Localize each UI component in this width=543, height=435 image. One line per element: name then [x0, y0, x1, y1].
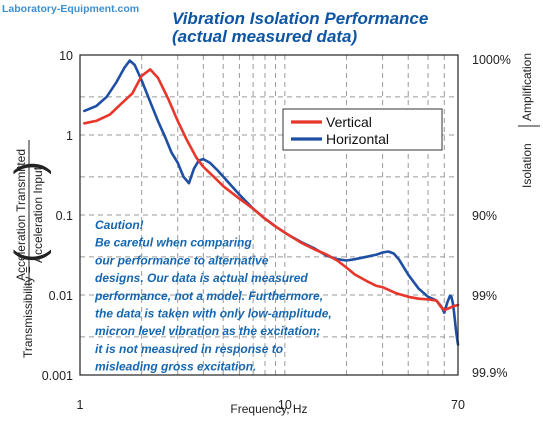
grid: [80, 55, 458, 375]
caution-note: Caution! Be careful when comparing our per…: [94, 218, 332, 374]
y-tick-label: 10: [59, 49, 73, 63]
y-axis-label-bracket-open: (: [8, 249, 52, 263]
caution-line: it is not measured in response to: [95, 342, 283, 356]
y-axis-label-denominator: Acceleration Input: [31, 166, 45, 263]
right-tick-label: 99%: [472, 289, 497, 303]
caution-line: Be careful when comparing: [95, 236, 252, 250]
y-tick-label: 0.001: [42, 369, 73, 383]
legend: Vertical Horizontal: [282, 108, 443, 151]
y-axis-label-prefix: Transmissibility =: [21, 266, 35, 358]
right-label-amplification: Amplification: [520, 53, 534, 121]
right-tick-label: 1000%: [472, 53, 511, 67]
y-tick-label: 0.1: [56, 209, 73, 223]
caution-line: Caution!: [95, 218, 144, 232]
brand-logo: Laboratory-Equipment.com: [2, 3, 139, 15]
right-axis-ticks: 1000% 90% 99% 99.9%: [472, 53, 511, 380]
right-tick-label: 90%: [472, 209, 497, 223]
caution-line: misleading gross excitation.: [95, 360, 256, 374]
caution-line: micron level vibration as the excitation…: [95, 324, 320, 338]
series-lines: [83, 59, 460, 346]
chart-title: Vibration Isolation Performance: [172, 9, 428, 28]
legend-box: [282, 108, 443, 151]
right-label-isolation: Isolation: [520, 143, 534, 188]
chart-subtitle: (actual measured data): [172, 27, 358, 46]
plot-frame: [79, 54, 459, 376]
y-axis-label-bracket-close: ): [8, 161, 52, 174]
right-axis-label: Isolation Amplification: [518, 53, 540, 188]
legend-label-horizontal: Horizontal: [326, 131, 389, 147]
x-axis-label: Frequency, Hz: [230, 402, 307, 416]
caution-line: our performance to alternative: [95, 253, 269, 267]
caution-line: the data is taken with only low-amplitud…: [95, 307, 332, 321]
y-axis-label: Transmissibility = ( Acceleration Transm…: [8, 140, 52, 358]
x-tick-label: 70: [451, 398, 465, 412]
y-axis-label-numerator: Acceleration Transmitted: [14, 149, 28, 281]
series-line-vertical: [83, 68, 460, 312]
caution-line: performance, not a model. Furthermore,: [94, 289, 323, 303]
y-axis-ticks: 10 1 0.1 0.01 0.001: [42, 49, 73, 383]
right-tick-label: 99.9%: [472, 366, 507, 380]
caution-line: designs. Our data is actual measured: [95, 271, 308, 285]
x-tick-label: 10: [278, 398, 292, 412]
y-tick-label: 0.01: [49, 289, 73, 303]
legend-label-vertical: Vertical: [326, 114, 372, 130]
x-tick-label: 1: [77, 398, 84, 412]
x-axis-ticks: 1 10 70: [77, 398, 465, 412]
y-tick-label: 1: [66, 129, 73, 143]
